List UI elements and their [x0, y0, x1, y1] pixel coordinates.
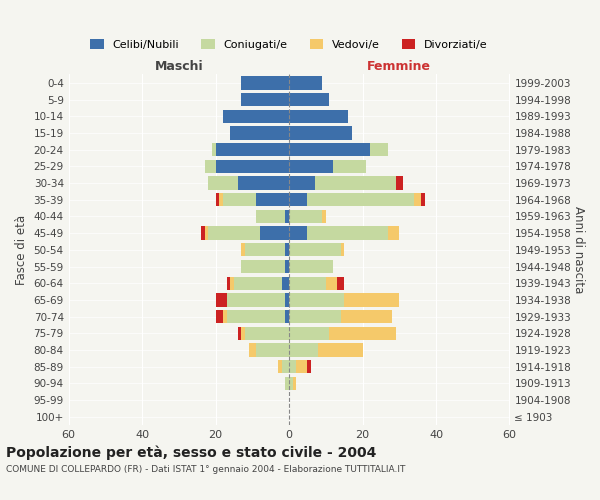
Bar [282, 276, 289, 290]
Bar [289, 376, 293, 390]
Bar [223, 193, 256, 206]
Bar [289, 243, 341, 256]
Bar [388, 226, 399, 240]
Bar [286, 243, 289, 256]
Text: Popolazione per età, sesso e stato civile - 2004: Popolazione per età, sesso e stato civil… [6, 446, 376, 460]
Bar [315, 176, 395, 190]
Bar [289, 176, 315, 190]
Bar [241, 93, 289, 106]
Bar [234, 276, 282, 290]
Bar [208, 226, 260, 240]
Bar [241, 260, 286, 273]
Bar [296, 360, 307, 374]
Bar [201, 226, 205, 240]
Bar [329, 326, 395, 340]
Bar [289, 126, 352, 140]
Bar [326, 276, 337, 290]
Bar [289, 260, 333, 273]
Bar [286, 376, 289, 390]
Bar [289, 210, 322, 223]
Bar [395, 176, 403, 190]
Bar [319, 344, 362, 356]
Text: COMUNE DI COLLEPARDO (FR) - Dati ISTAT 1° gennaio 2004 - Elaborazione TUTTITALIA: COMUNE DI COLLEPARDO (FR) - Dati ISTAT 1… [6, 466, 406, 474]
Bar [223, 310, 227, 324]
Bar [256, 344, 289, 356]
Bar [289, 326, 329, 340]
Bar [205, 226, 208, 240]
Bar [260, 226, 289, 240]
Bar [337, 276, 344, 290]
Bar [307, 360, 311, 374]
Bar [286, 260, 289, 273]
Bar [289, 293, 344, 306]
Bar [227, 276, 230, 290]
Bar [289, 193, 307, 206]
Bar [256, 193, 289, 206]
Bar [215, 143, 289, 156]
Text: Femmine: Femmine [367, 60, 431, 73]
Bar [230, 276, 234, 290]
Bar [230, 126, 289, 140]
Text: Maschi: Maschi [155, 60, 203, 73]
Bar [289, 93, 329, 106]
Bar [289, 110, 348, 123]
Bar [215, 293, 227, 306]
Y-axis label: Fasce di età: Fasce di età [15, 215, 28, 285]
Bar [245, 243, 286, 256]
Bar [212, 143, 215, 156]
Bar [256, 210, 286, 223]
Bar [307, 193, 414, 206]
Bar [215, 310, 223, 324]
Bar [215, 160, 289, 173]
Bar [307, 226, 388, 240]
Bar [282, 360, 289, 374]
Bar [241, 326, 245, 340]
Bar [286, 310, 289, 324]
Bar [341, 310, 392, 324]
Bar [421, 193, 425, 206]
Bar [219, 193, 223, 206]
Bar [227, 310, 286, 324]
Bar [344, 293, 399, 306]
Bar [289, 160, 333, 173]
Y-axis label: Anni di nascita: Anni di nascita [572, 206, 585, 294]
Bar [289, 276, 326, 290]
Bar [223, 110, 289, 123]
Bar [341, 243, 344, 256]
Bar [278, 360, 282, 374]
Bar [289, 310, 341, 324]
Bar [248, 344, 256, 356]
Bar [238, 326, 241, 340]
Bar [286, 293, 289, 306]
Bar [289, 76, 322, 90]
Legend: Celibi/Nubili, Coniugati/e, Vedovi/e, Divorziati/e: Celibi/Nubili, Coniugati/e, Vedovi/e, Di… [86, 34, 493, 54]
Bar [414, 193, 421, 206]
Bar [289, 226, 307, 240]
Bar [289, 143, 370, 156]
Bar [241, 243, 245, 256]
Bar [286, 210, 289, 223]
Bar [322, 210, 326, 223]
Bar [245, 326, 289, 340]
Bar [289, 360, 296, 374]
Bar [238, 176, 289, 190]
Bar [215, 193, 219, 206]
Bar [241, 76, 289, 90]
Bar [370, 143, 388, 156]
Bar [227, 293, 286, 306]
Bar [208, 176, 238, 190]
Bar [289, 344, 319, 356]
Bar [333, 160, 366, 173]
Bar [205, 160, 215, 173]
Bar [293, 376, 296, 390]
